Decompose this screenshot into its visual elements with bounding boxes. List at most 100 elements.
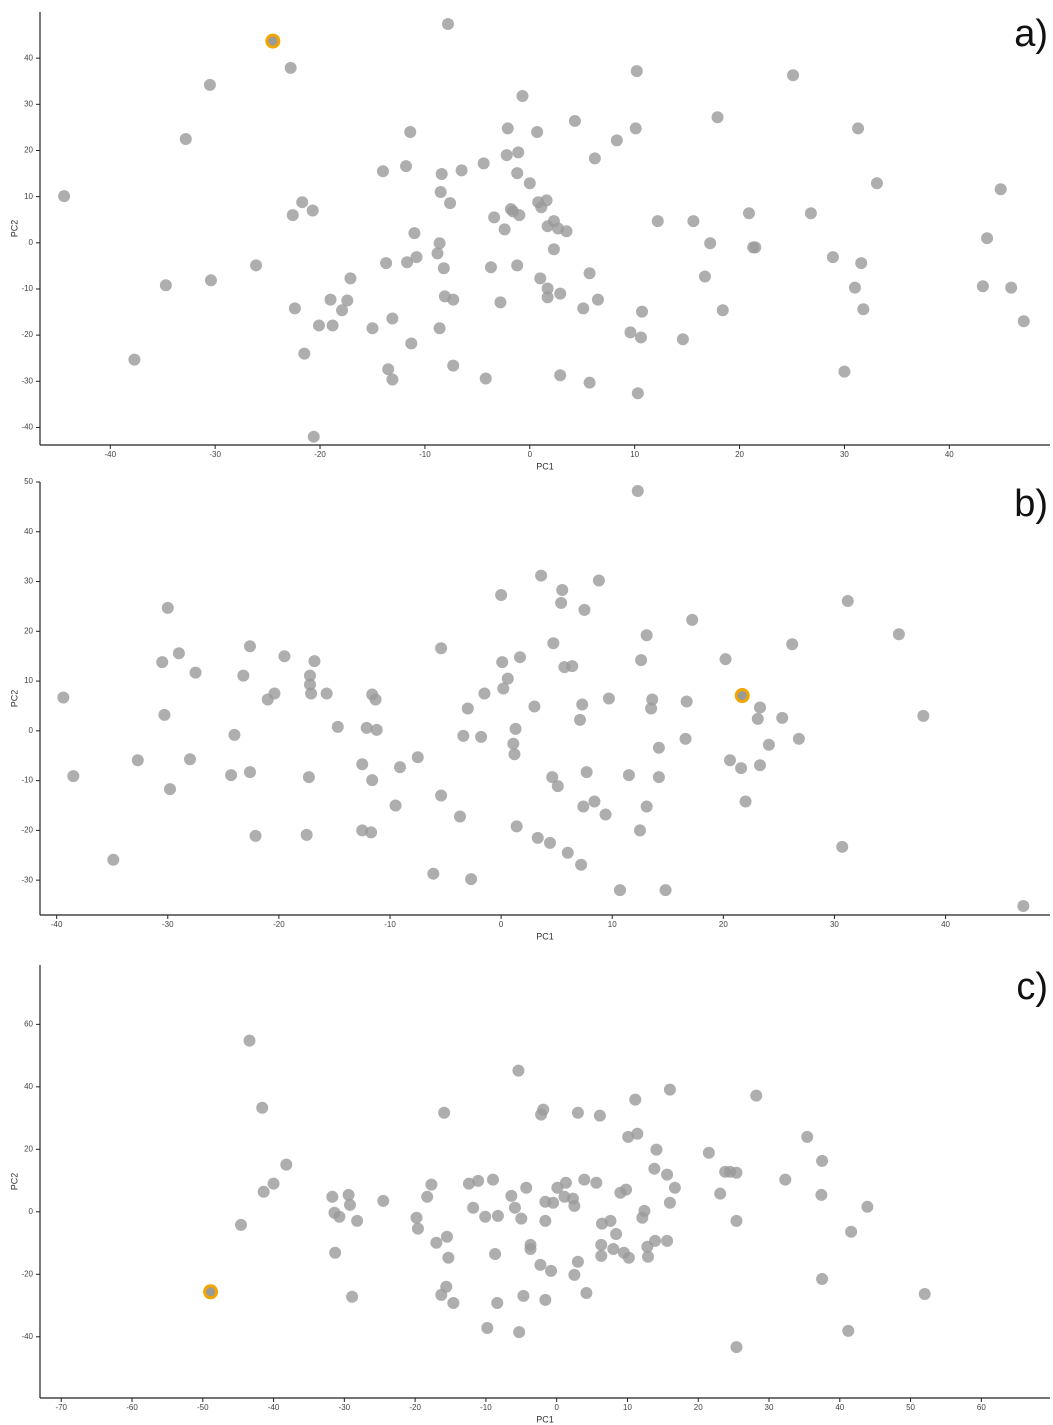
point: [184, 753, 196, 766]
point: [508, 748, 521, 761]
point: [648, 1162, 661, 1175]
point: [546, 771, 559, 784]
point: [588, 795, 601, 808]
point: [360, 721, 373, 734]
point: [652, 771, 665, 784]
point: [534, 272, 547, 285]
point: [591, 293, 604, 306]
point: [575, 858, 588, 871]
point: [649, 1234, 662, 1247]
point: [427, 867, 440, 880]
x-tick-label: 30: [765, 1403, 774, 1412]
point: [189, 666, 202, 679]
point: [491, 1297, 504, 1310]
point: [577, 302, 590, 315]
y-tick-label: 30: [24, 99, 33, 108]
point: [324, 293, 337, 306]
x-tick-label: 0: [528, 450, 533, 459]
point: [918, 1287, 931, 1300]
point: [588, 152, 601, 165]
point: [479, 372, 492, 385]
point: [845, 1225, 858, 1238]
point: [804, 207, 817, 220]
point: [641, 1250, 654, 1263]
point: [994, 183, 1007, 196]
point: [583, 267, 596, 280]
point: [801, 1130, 814, 1143]
panel: -40 -30 -20 -10 0 10 20 30 40 -30 -20 -10 0 10 20 30 40 5…: [9, 477, 1050, 941]
point: [421, 1190, 434, 1203]
point: [366, 774, 379, 787]
point: [638, 1204, 651, 1217]
point: [917, 709, 930, 722]
panel: -70 -60 -50 -40 -30 -20 -10 0 10 20 30 40 50 60 -40 -20…: [9, 965, 1050, 1424]
point: [454, 810, 466, 823]
point: [776, 711, 789, 724]
point: [156, 656, 169, 669]
point: [663, 1083, 676, 1096]
point: [541, 291, 554, 304]
x-tick-label: 20: [694, 1403, 703, 1412]
point: [433, 322, 446, 335]
point: [702, 1146, 715, 1159]
point: [304, 678, 316, 691]
point: [852, 122, 865, 135]
point: [237, 669, 250, 682]
point: [595, 1238, 608, 1251]
point: [278, 650, 291, 663]
point: [411, 751, 424, 764]
highlighted-point: [203, 1284, 219, 1300]
point: [568, 114, 581, 127]
point: [346, 1290, 359, 1303]
point: [326, 319, 339, 332]
point: [365, 826, 378, 839]
x-tick-label: -30: [162, 920, 174, 929]
point: [475, 730, 488, 743]
point: [244, 640, 256, 653]
point: [1017, 900, 1030, 913]
point: [730, 1341, 743, 1354]
y-tick-label: 10: [24, 192, 33, 201]
y-tick-label: 20: [24, 146, 33, 155]
point: [495, 588, 508, 601]
point: [351, 1214, 364, 1227]
point: [631, 484, 644, 497]
point: [304, 669, 316, 682]
point: [437, 262, 450, 275]
point: [107, 853, 120, 866]
point: [590, 1176, 603, 1189]
point: [599, 808, 612, 821]
point: [816, 1272, 829, 1285]
panel-label: b): [1014, 483, 1048, 525]
point: [494, 296, 507, 309]
point: [256, 1101, 269, 1114]
y-tick-label: -30: [21, 875, 33, 884]
point: [604, 1214, 617, 1227]
y-tick-label: 30: [24, 577, 33, 586]
point: [431, 247, 444, 260]
point: [376, 165, 389, 178]
point: [661, 1234, 674, 1247]
point: [477, 157, 490, 170]
point: [401, 256, 414, 269]
point: [754, 701, 766, 714]
point: [650, 1143, 663, 1156]
point: [635, 654, 648, 667]
point: [465, 873, 478, 886]
point: [551, 780, 564, 793]
point: [394, 761, 406, 774]
point: [131, 754, 144, 767]
x-tick-label: -20: [273, 920, 285, 929]
y-tick-label: 20: [24, 626, 33, 635]
x-tick-label: 50: [906, 1403, 915, 1412]
point: [629, 122, 642, 135]
point: [622, 769, 635, 782]
point: [511, 259, 524, 272]
x-tick-label: 10: [630, 450, 639, 459]
point: [280, 1158, 293, 1171]
point: [857, 303, 870, 316]
point: [461, 702, 474, 715]
point: [547, 1196, 560, 1209]
point: [440, 1280, 453, 1293]
point: [369, 693, 382, 706]
